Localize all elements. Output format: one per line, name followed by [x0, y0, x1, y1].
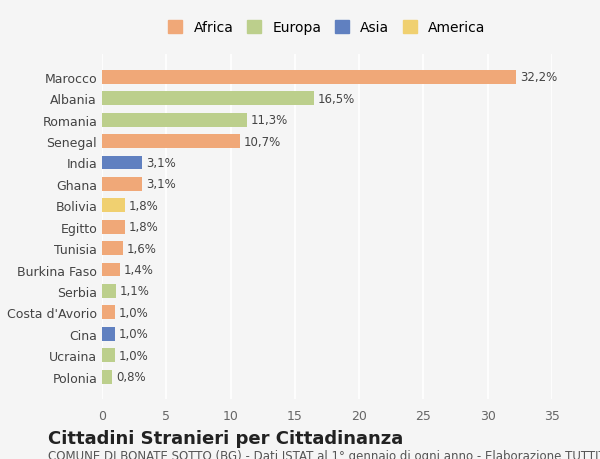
Text: 1,0%: 1,0% [119, 328, 148, 341]
Bar [102, 71, 516, 84]
Bar [102, 263, 120, 277]
Text: 1,0%: 1,0% [119, 349, 148, 362]
Bar [102, 348, 115, 362]
Text: 3,1%: 3,1% [146, 157, 175, 170]
Bar [102, 135, 239, 149]
Bar [102, 370, 112, 384]
Text: 16,5%: 16,5% [318, 93, 355, 106]
Legend: Africa, Europa, Asia, America: Africa, Europa, Asia, America [164, 17, 490, 39]
Text: 1,6%: 1,6% [127, 242, 157, 255]
Bar [102, 327, 115, 341]
Bar [102, 220, 125, 234]
Text: 1,4%: 1,4% [124, 263, 154, 276]
Bar [102, 156, 142, 170]
Text: 1,1%: 1,1% [120, 285, 150, 298]
Text: 0,8%: 0,8% [116, 370, 146, 383]
Bar [102, 306, 115, 319]
Text: 32,2%: 32,2% [520, 71, 557, 84]
Bar [102, 241, 122, 256]
Bar [102, 92, 314, 106]
Text: 1,8%: 1,8% [129, 199, 159, 213]
Text: 11,3%: 11,3% [251, 114, 289, 127]
Bar [102, 199, 125, 213]
Text: 1,0%: 1,0% [119, 306, 148, 319]
Text: 3,1%: 3,1% [146, 178, 175, 191]
Bar [102, 284, 116, 298]
Text: 10,7%: 10,7% [244, 135, 281, 148]
Text: COMUNE DI BONATE SOTTO (BG) - Dati ISTAT al 1° gennaio di ogni anno - Elaborazio: COMUNE DI BONATE SOTTO (BG) - Dati ISTAT… [48, 449, 600, 459]
Bar [102, 178, 142, 191]
Bar [102, 113, 247, 127]
Text: Cittadini Stranieri per Cittadinanza: Cittadini Stranieri per Cittadinanza [48, 429, 403, 447]
Text: 1,8%: 1,8% [129, 221, 159, 234]
